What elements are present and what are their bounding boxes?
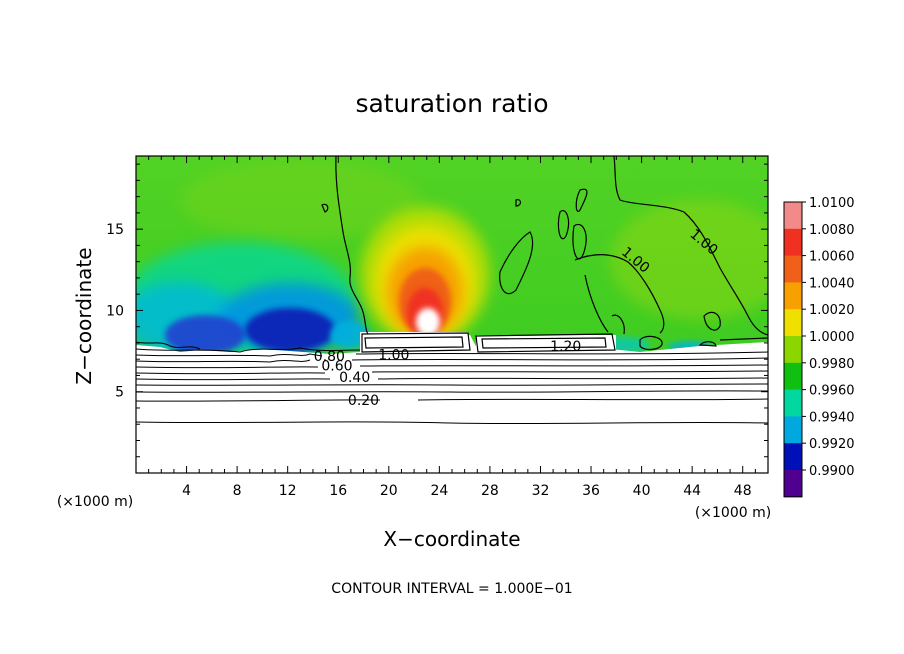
contour-label: 1.20 [550,339,581,355]
field-patch [180,160,420,240]
cloud-outline [698,341,717,347]
colorbar-label: 0.9940 [809,410,855,425]
y-tick-label: 5 [115,385,124,401]
field-patch [476,335,616,351]
contour-line [584,274,609,333]
cloud-outline [364,336,464,349]
colorbar-label: 1.0000 [809,330,855,345]
contour-line [136,351,768,357]
colorbar-swatch [784,389,802,417]
cloud-outline [481,337,607,349]
x-tick-label: 44 [683,483,701,499]
contour-label: 0.60 [321,359,352,375]
x-tick-label: 32 [532,483,550,499]
x-tick-label: 36 [582,483,600,499]
contour-line [136,383,768,386]
x-axis-label: X−coordinate [383,527,520,551]
cloud-outline [361,332,471,353]
colorbar-swatch [784,202,802,230]
y-tick-label: 15 [106,222,124,238]
contour-label: 0.20 [348,393,379,409]
contour-line [499,231,534,295]
contour-line [321,203,329,213]
cloud-outline [719,337,768,341]
colorbar-label: 1.0080 [809,223,855,238]
contour-line [136,390,768,393]
contour-label: 1.00 [378,347,409,363]
x-tick-label: 16 [329,483,347,499]
x-unit-left: (×1000 m) [57,494,133,510]
colorbar-label: 1.0060 [809,250,855,265]
cloud-outline [639,335,663,351]
colorbar-swatch [784,255,802,283]
y-tick-label: 10 [106,303,124,319]
cloud-outline [475,333,616,353]
colorbar-label: 0.9960 [809,384,855,399]
contour-line [335,156,369,335]
x-tick-label: 20 [380,483,398,499]
colorbar-label: 0.9920 [809,437,855,452]
x-tick-label: 12 [279,483,297,499]
field-patch [136,335,768,473]
x-tick-label: 28 [481,483,499,499]
colorbar-swatch [784,309,802,337]
contour-line [574,254,665,334]
contour-line [611,314,625,335]
colorbar-label: 1.0100 [809,196,855,211]
contour-line [136,377,768,381]
field-patch [245,308,335,352]
contour-line [613,156,768,336]
x-tick-label: 40 [633,483,651,499]
contour-line [136,347,361,353]
x-tick-label: 8 [233,483,242,499]
colorbar-label: 1.0020 [809,303,855,318]
colorbar-swatch [784,336,802,364]
colorbar-swatch [784,282,802,310]
colorbar: 1.0100 1.0080 1.0060 1.0040 1.0020 1.0000 0.99… [783,196,855,498]
contour-line [575,188,588,212]
x-tick-label: 24 [430,483,448,499]
x-tick-label: 4 [182,483,191,499]
colorbar-swatch [784,228,802,257]
contour-line [557,210,570,240]
x-tick-label: 48 [734,483,752,499]
contour-line [136,370,768,375]
field-patch [165,315,245,355]
contour-interval-note: CONTOUR INTERVAL = 1.000E−01 [331,581,572,597]
contour-line [136,364,768,369]
contour-line [136,398,768,402]
chart-title: saturation ratio [355,89,548,118]
colorbar-swatch [784,416,802,444]
colorbar-swatch [784,362,802,391]
contour-line [572,223,587,260]
colorbar-swatch [784,470,802,498]
contour-line [136,341,201,350]
heatmap-field: 0.200.400.600.80 1.001.201.001.00 [136,156,768,473]
x-unit-right: (×1000 m) [695,505,771,521]
field-patch [360,332,468,352]
colorbar-label: 1.0040 [809,276,855,291]
colorbar-label: 0.9980 [809,357,855,372]
contour-label: 0.40 [339,370,370,386]
field-patch [416,308,440,336]
colorbar-frame [783,201,803,498]
contour-line [703,311,721,331]
colorbar-label: 0.9900 [809,464,855,479]
contour-line [515,199,522,207]
y-axis-label: Z−coordinate [72,247,96,384]
contour-label: 0.80 [314,349,345,365]
contour-line [136,357,768,363]
colorbar-swatch [784,443,802,471]
contour-line [136,421,768,425]
